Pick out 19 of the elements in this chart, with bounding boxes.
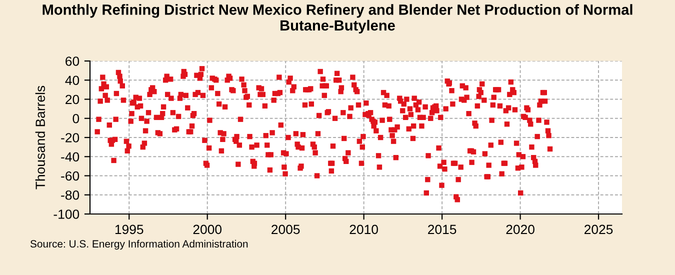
y-tick-label: -100	[54, 210, 80, 219]
source-note: Source: U.S. Energy Information Administration	[30, 240, 248, 250]
x-tick-label: 2020	[506, 224, 534, 234]
y-tick-label: -40	[61, 152, 80, 162]
y-tick-label: 40	[65, 76, 80, 86]
x-tick-label: 2015	[428, 224, 456, 234]
y-tick-label: 0	[72, 114, 80, 124]
y-tick-label: -20	[61, 133, 80, 142]
chart-title: Monthly Refining District New Mexico Refinery and Blender Net Production of Normal Butane-Butylene	[42, 4, 632, 34]
x-tick-label: 2010	[350, 224, 378, 234]
y-tick-label: 60	[66, 56, 80, 66]
x-tick-label: 1995	[115, 224, 144, 234]
y-tick-label: 20	[66, 94, 80, 104]
y-axis-title: Thousand Barrels	[35, 86, 46, 190]
y-tick-label: -80	[61, 190, 80, 200]
x-tick-label: 2025	[584, 224, 613, 234]
x-tick-label: 2005	[272, 224, 300, 234]
y-tick-label: -60	[61, 171, 80, 181]
x-tick-label: 2000	[193, 224, 222, 234]
